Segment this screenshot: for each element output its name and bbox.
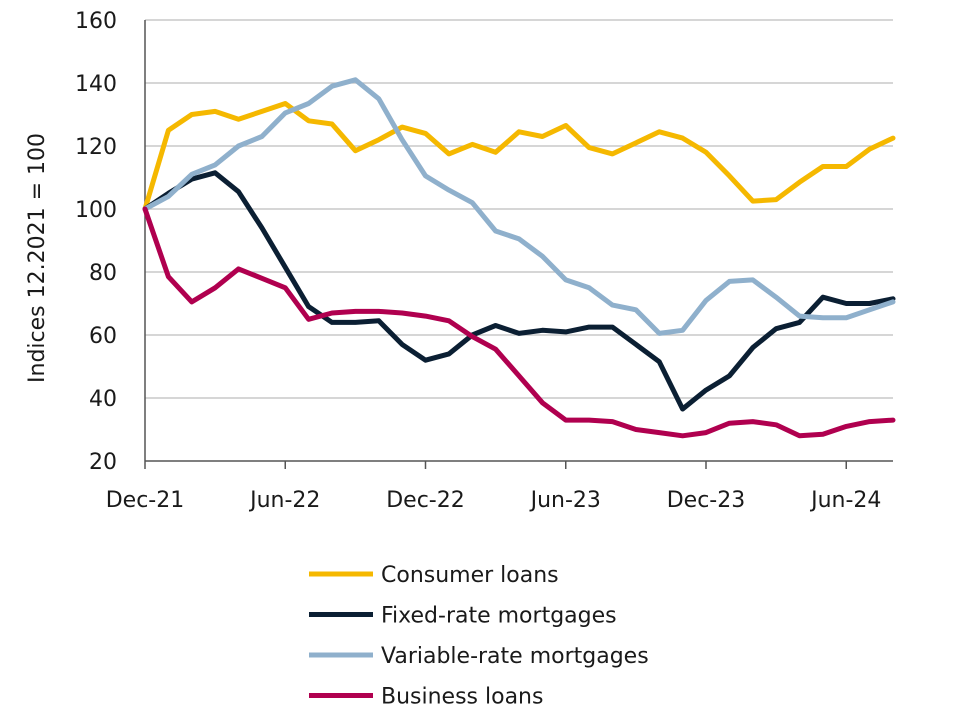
legend-label: Consumer loans xyxy=(381,563,559,588)
legend-item: Consumer loans xyxy=(309,563,559,588)
y-axis-title: Indices 12.2021 = 100 xyxy=(25,133,50,383)
gridlines xyxy=(145,19,893,399)
legend: Consumer loans Fixed-rate mortgages Variab… xyxy=(309,563,649,710)
y-tick-label: 120 xyxy=(75,135,117,160)
x-tick-label: Jun-24 xyxy=(809,488,881,513)
series-line-2 xyxy=(142,77,896,336)
y-tick-label: 80 xyxy=(89,261,117,286)
legend-item: Variable-rate mortgages xyxy=(309,644,649,669)
x-tick-label: Dec-21 xyxy=(106,488,185,513)
x-tick-label: Jun-22 xyxy=(248,488,320,513)
y-tick-label: 20 xyxy=(89,450,117,475)
legend-item: Fixed-rate mortgages xyxy=(309,604,617,629)
series-line-0 xyxy=(142,101,896,212)
x-tick-label: Jun-23 xyxy=(529,488,601,513)
y-tick-label: 40 xyxy=(89,387,117,412)
legend-item: Business loans xyxy=(309,685,543,710)
series-line-1 xyxy=(142,170,896,412)
x-tick-label: Dec-23 xyxy=(667,488,746,513)
series-line-3 xyxy=(142,206,896,439)
axes: 20 40 60 80 100 120 140 160 Dec-21 Jun-22 Dec-22 Ju… xyxy=(75,9,893,513)
y-tick-label: 160 xyxy=(75,9,117,34)
series-lines xyxy=(142,77,896,439)
y-tick-label: 100 xyxy=(75,198,117,223)
y-tick-label: 140 xyxy=(75,72,117,97)
x-tick-label: Dec-22 xyxy=(386,488,465,513)
legend-label: Fixed-rate mortgages xyxy=(381,604,617,629)
legend-label: Business loans xyxy=(381,685,543,710)
legend-label: Variable-rate mortgages xyxy=(381,644,649,669)
y-tick-label: 60 xyxy=(89,324,117,349)
